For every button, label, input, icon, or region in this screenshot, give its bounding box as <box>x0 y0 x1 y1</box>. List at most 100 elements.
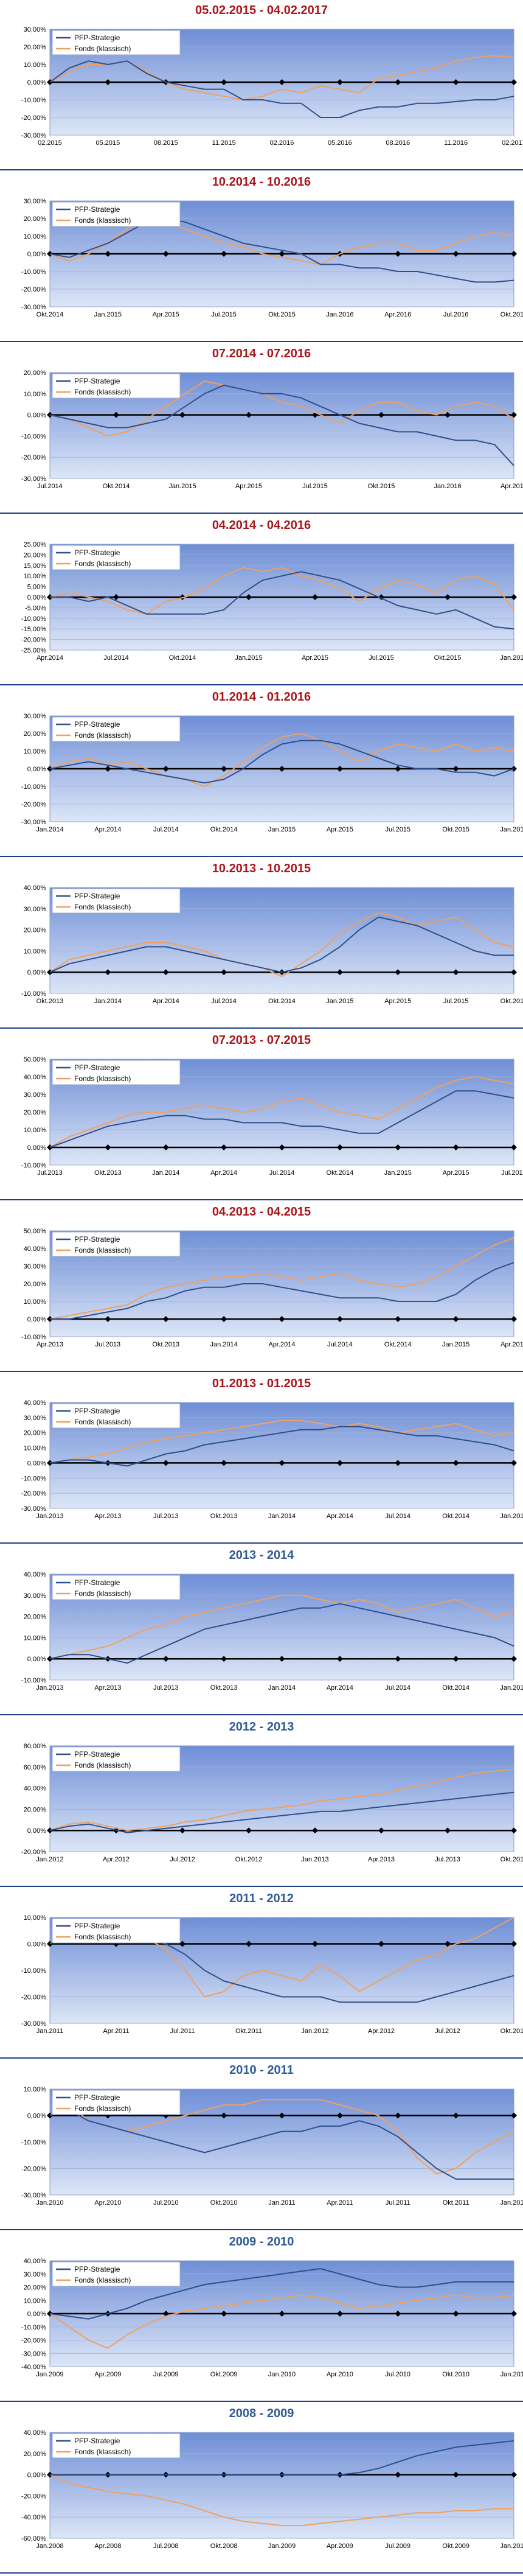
zero-line-marker <box>511 1656 517 1662</box>
line-chart: 40,00%20,00%0,00%-20,00%-40,00%-60,00%Ja… <box>21 2429 523 2550</box>
zero-line-marker <box>395 79 401 85</box>
zero-line-marker <box>221 79 227 85</box>
x-tick-label: Apr.2009 <box>94 2371 121 2378</box>
line-chart: 50,00% 40,00% 30,00% 20,00% 10,00% 0,00% -10,0… <box>21 1056 523 1177</box>
legend-fund-label: Fonds (klassisch) <box>74 44 131 53</box>
x-tick-label: Okt.2011 <box>443 2199 469 2207</box>
y-tick-label: 0,00% <box>27 1656 46 1663</box>
line-chart: 40,00%30,00%20,00%10,00%0,00%-10,00%Jan.… <box>21 1571 523 1692</box>
chart-title: 07.2014 - 07.2016 <box>212 347 311 360</box>
x-tick-label: Okt.2015 <box>268 311 296 318</box>
y-tick-label: 0,00% <box>27 2472 46 2479</box>
y-tick-label: -10,00% <box>21 1162 46 1169</box>
legend-fund-label: Fonds (klassisch) <box>74 559 131 568</box>
legend-fund-label: Fonds (klassisch) <box>74 1418 131 1426</box>
y-tick-label: 30,00% <box>24 1091 47 1099</box>
chart-title: 01.2013 - 01.2015 <box>212 1377 311 1390</box>
strategy-series-line <box>49 1426 514 1467</box>
x-tick-label: Apr.2016 <box>384 311 411 318</box>
strategy-series-line <box>49 384 514 466</box>
x-tick-label: Jan.2012 <box>500 2199 523 2207</box>
chart-panel: 04.2014 - 04.2016 25,00% 20,00% 15,00% 10,00… <box>0 515 523 687</box>
x-tick-label: Apr.2015 <box>443 1169 469 1177</box>
legend-fund-label: Fonds (klassisch) <box>74 388 131 396</box>
legend-fund-label: Fonds (klassisch) <box>74 2448 131 2456</box>
zero-line-marker <box>378 1941 384 1947</box>
y-tick-label: -10,00% <box>21 990 46 998</box>
y-tick-label: -10,00% <box>21 615 46 623</box>
x-tick-label: Jan.2008 <box>36 2543 63 2550</box>
fund-series-line <box>49 1237 514 1320</box>
fund-series-line <box>49 1768 514 1832</box>
x-tick-label: Jan.2013 <box>301 1856 328 1863</box>
zero-line-marker <box>395 2112 401 2119</box>
legend: PFP-Strategie Fonds (klassisch) <box>52 2090 181 2115</box>
x-tick-label: Apr.2014 <box>327 1513 353 1520</box>
y-tick-label: -40,00% <box>21 2514 46 2521</box>
chart-panel: 04.2013 - 04.2015 50,00% 40,00% 30,00% 20,00… <box>0 1202 523 1373</box>
line-chart: 40,00% 30,00% 20,00% 10,00% 0,00% -10,00% -20,… <box>21 1399 523 1520</box>
legend-box <box>52 2433 181 2459</box>
x-tick-label: Okt.2014 <box>442 1684 469 1692</box>
x-tick-label: 11.2016 <box>444 139 468 147</box>
chart-title: 2011 - 2012 <box>229 1892 294 1905</box>
y-tick-label: 30,00% <box>24 1415 47 1422</box>
zero-line-marker <box>511 1827 517 1834</box>
y-tick-label: 40,00% <box>24 1074 47 1081</box>
x-tick-label: Jan.2016 <box>326 311 353 318</box>
strategy-series-line <box>49 1791 514 1833</box>
zero-line-marker <box>452 1656 459 1662</box>
x-tick-label: Apr.2010 <box>94 2199 121 2207</box>
zero-line-marker <box>105 1316 111 1322</box>
zero-line-marker <box>179 1941 185 1947</box>
chart-title: 01.2014 - 01.2016 <box>212 690 311 704</box>
zero-line-marker <box>336 1144 343 1150</box>
zero-line-marker <box>336 79 343 85</box>
zero-line-marker <box>336 1316 343 1322</box>
x-tick-label: Jul.2013 <box>153 1684 179 1692</box>
x-tick-label: Okt.2013 <box>210 1513 238 1520</box>
zero-line-marker <box>162 766 169 772</box>
y-tick-label: -15,00% <box>21 626 46 633</box>
x-tick-label: Okt.2014 <box>169 654 196 662</box>
y-tick-label: -20,00% <box>21 2493 46 2500</box>
x-tick-label: Jan.2014 <box>36 826 63 833</box>
y-tick-label: -30,00% <box>21 1505 46 1513</box>
x-tick-label: Jan.2015 <box>384 1169 412 1177</box>
y-tick-label: 40,00% <box>24 884 47 892</box>
legend: PFP-Strategie Fonds (klassisch) <box>52 373 181 399</box>
x-tick-label: Jul.2011 <box>386 2199 410 2207</box>
zero-line-marker <box>445 594 451 600</box>
x-tick-label: Jul.2010 <box>385 2371 410 2378</box>
zero-line-marker <box>511 1144 517 1150</box>
legend: PFP-Strategie Fonds (klassisch) <box>52 201 181 227</box>
y-tick-label: 10,00% <box>24 233 47 240</box>
y-tick-label: -10,00% <box>21 1475 46 1482</box>
x-tick-label: 05.2016 <box>328 139 352 147</box>
x-tick-label: Jan.2015 <box>500 1513 523 1520</box>
fund-series-line <box>49 380 514 437</box>
y-tick-label: -20,00% <box>21 1994 46 2001</box>
zero-line-marker <box>452 1144 459 1150</box>
x-tick-label: Jan.2015 <box>235 654 262 662</box>
x-tick-label: Okt.2014 <box>36 311 64 318</box>
y-tick-label: 0,00% <box>27 969 46 976</box>
fund-series-line <box>49 1594 514 1660</box>
x-tick-label: Jul.2013 <box>435 1856 460 1863</box>
y-tick-label: -10,00% <box>21 97 46 104</box>
zero-line-marker <box>336 2112 343 2119</box>
legend-box <box>52 1918 181 1944</box>
y-tick-label: 10,00% <box>24 1634 47 1642</box>
y-tick-label: 40,00% <box>24 2429 47 2437</box>
chart-panel: 2011 - 2012 10,00% 0,00% -10,00% -20,00% -30,… <box>0 1888 523 2060</box>
x-tick-label: Okt.2015 <box>442 826 469 833</box>
line-chart: 10,00% 0,00% -10,00% -20,00% -30,00%Jan.2011… <box>21 1914 523 2035</box>
y-tick-label: -20,00% <box>21 286 46 293</box>
panel-separator <box>0 1542 523 1544</box>
y-tick-label: -30,00% <box>21 2192 46 2199</box>
x-tick-label: Apr.2011 <box>327 2199 353 2207</box>
zero-line-marker <box>113 594 119 600</box>
x-tick-label: Apr.2015 <box>327 826 353 833</box>
panel-separator <box>0 1027 523 1029</box>
x-tick-label: Apr.2016 <box>500 483 523 490</box>
